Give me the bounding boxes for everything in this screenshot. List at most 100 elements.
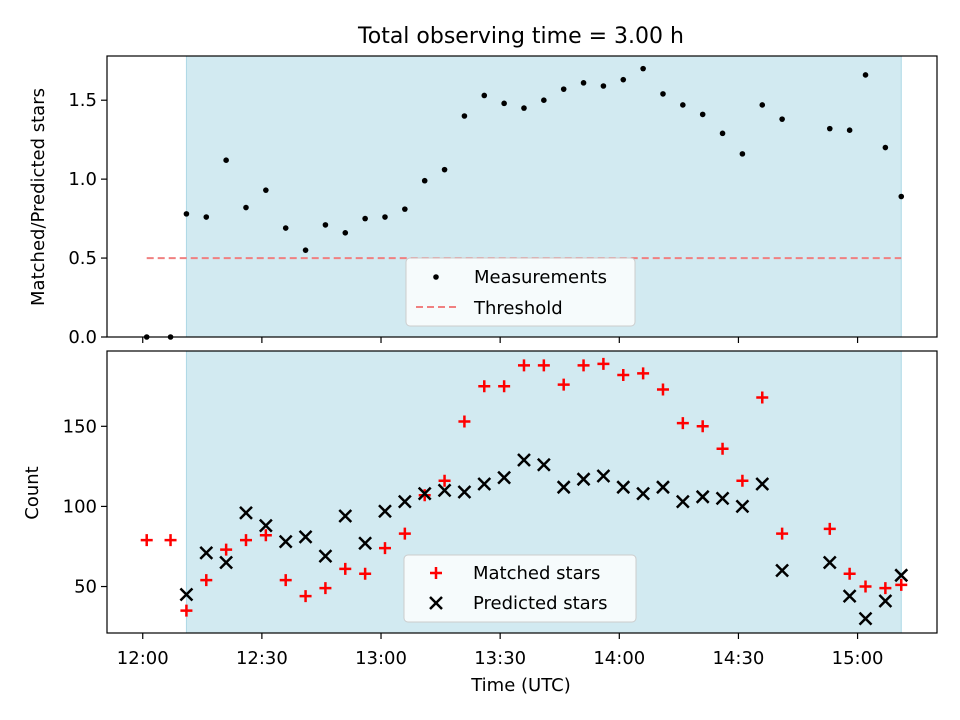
legend-threshold-label: Threshold [473,298,563,319]
matched-stars-point [164,534,177,547]
measurements-point [862,72,869,78]
predicted-stars-point [715,491,730,506]
measurements-point [421,177,428,184]
matched-stars-point [259,529,272,542]
measurements-point [580,80,587,86]
predicted-stars-point [675,494,690,509]
matched-stars-point [577,359,590,372]
predicted-stars-point [616,480,631,495]
matched-stars-point [756,391,769,404]
measurements-point [402,206,408,212]
matched-stars-point [637,367,650,380]
predicted-stars-point [735,499,750,514]
predicted-stars-point [477,477,492,491]
ratio-panel: 0.0 0.5 1.0 1.5 Matched/Predicted stars Mea… [28,55,938,348]
matched-stars-point [656,383,669,396]
matched-stars-point [859,580,872,593]
matched-stars-point [676,417,689,430]
measurements-point [501,100,507,107]
measurements-point [282,225,289,231]
predicted-stars-point [894,568,909,583]
count-y-axis-label: Count [22,466,43,519]
legend-measurements-marker [433,274,439,280]
predicted-stars-point [397,494,412,509]
predicted-stars-point [842,589,857,604]
matched-stars-point [557,378,570,391]
legend-matched-label: Matched stars [473,563,600,584]
predicted-stars-point [878,594,893,608]
ratio-axes-frame [106,55,938,338]
matched-stars-point [339,562,352,575]
matched-stars-point [879,582,892,595]
count-panel: 50 100 150 Count Matched stars Predicted s… [22,350,938,639]
ratio-legend-box [405,257,636,327]
measurements-point [882,144,889,151]
matched-stars-point [378,542,391,555]
matched-stars-point [140,534,153,547]
matched-stars-point [200,574,213,587]
predicted-stars-point [318,549,333,563]
ratio-y-axis: 0.0 0.5 1.0 1.5 [68,90,859,348]
count-legend: Matched stars Predicted stars [403,554,637,623]
predicted-stars-point [179,587,194,602]
measurements-point [699,111,706,118]
matched-stars-point [458,415,471,428]
measurements-point [362,215,368,222]
x-tick-label: 13:30 [474,648,526,669]
ratio-y-tick-label: 1.5 [68,90,97,111]
figure-title: Total observing time = 3.00 h [357,24,684,49]
predicted-stars-point [858,611,873,626]
matched-stars-point [498,380,511,393]
measurements-point [382,214,388,220]
matched-stars-point [299,590,312,603]
ratio-y-tick-label: 0.5 [68,248,97,269]
x-tick-label: 12:30 [236,648,288,669]
matched-stars-point [239,534,252,547]
predicted-stars-point [258,518,273,533]
measurements-point [541,97,547,104]
count-y-axis: 50 100 150 [63,416,859,639]
x-tick-label: 14:00 [593,648,645,669]
count-axes-frame [106,350,938,634]
measurements-point [660,91,666,97]
predicted-stars-point [298,529,313,544]
predicted-stars-point [497,470,512,485]
measurements-point [521,105,527,111]
matched-stars-point [597,357,610,370]
legend-predicted-label: Predicted stars [473,593,607,614]
measurements-point [898,193,905,200]
matched-stars-point [220,543,233,556]
matched-stars-point [359,567,372,580]
measurements-point [223,157,229,163]
count-y-tick-label: 150 [63,416,97,437]
matched-stars-point [537,359,550,372]
count-y-tick-label: 50 [74,577,97,598]
measurements-point [560,86,567,92]
measurements-point [846,127,853,133]
predicted-stars-point [219,555,234,570]
x-tick-label: 14:30 [712,648,764,669]
matched-stars-point [843,567,856,580]
x-tick-label: 13:00 [355,648,407,669]
predicted-stars-point [822,555,837,570]
matched-stars-point [319,582,332,595]
ratio-legend: Measurements Threshold [405,257,636,327]
predicted-stars-point [656,480,670,495]
matched-stars-point [398,527,411,540]
measurements-point [203,214,210,220]
measurements-point [719,130,726,137]
x-axis-label: Time (UTC) [470,675,571,696]
matched-stars-point [776,527,789,540]
measurements-point [779,116,785,122]
measurements-point [322,222,329,228]
measurements-point [600,83,607,89]
measurements-point [739,151,746,157]
measurements-point [826,125,833,132]
matched-stars-point [696,420,709,433]
legend-matched-marker [430,567,442,579]
predicted-stars-point [437,483,452,498]
matched-stars-point [895,578,908,591]
ratio-y-tick-label: 1.0 [68,169,97,190]
matched-stars-point [478,380,491,393]
